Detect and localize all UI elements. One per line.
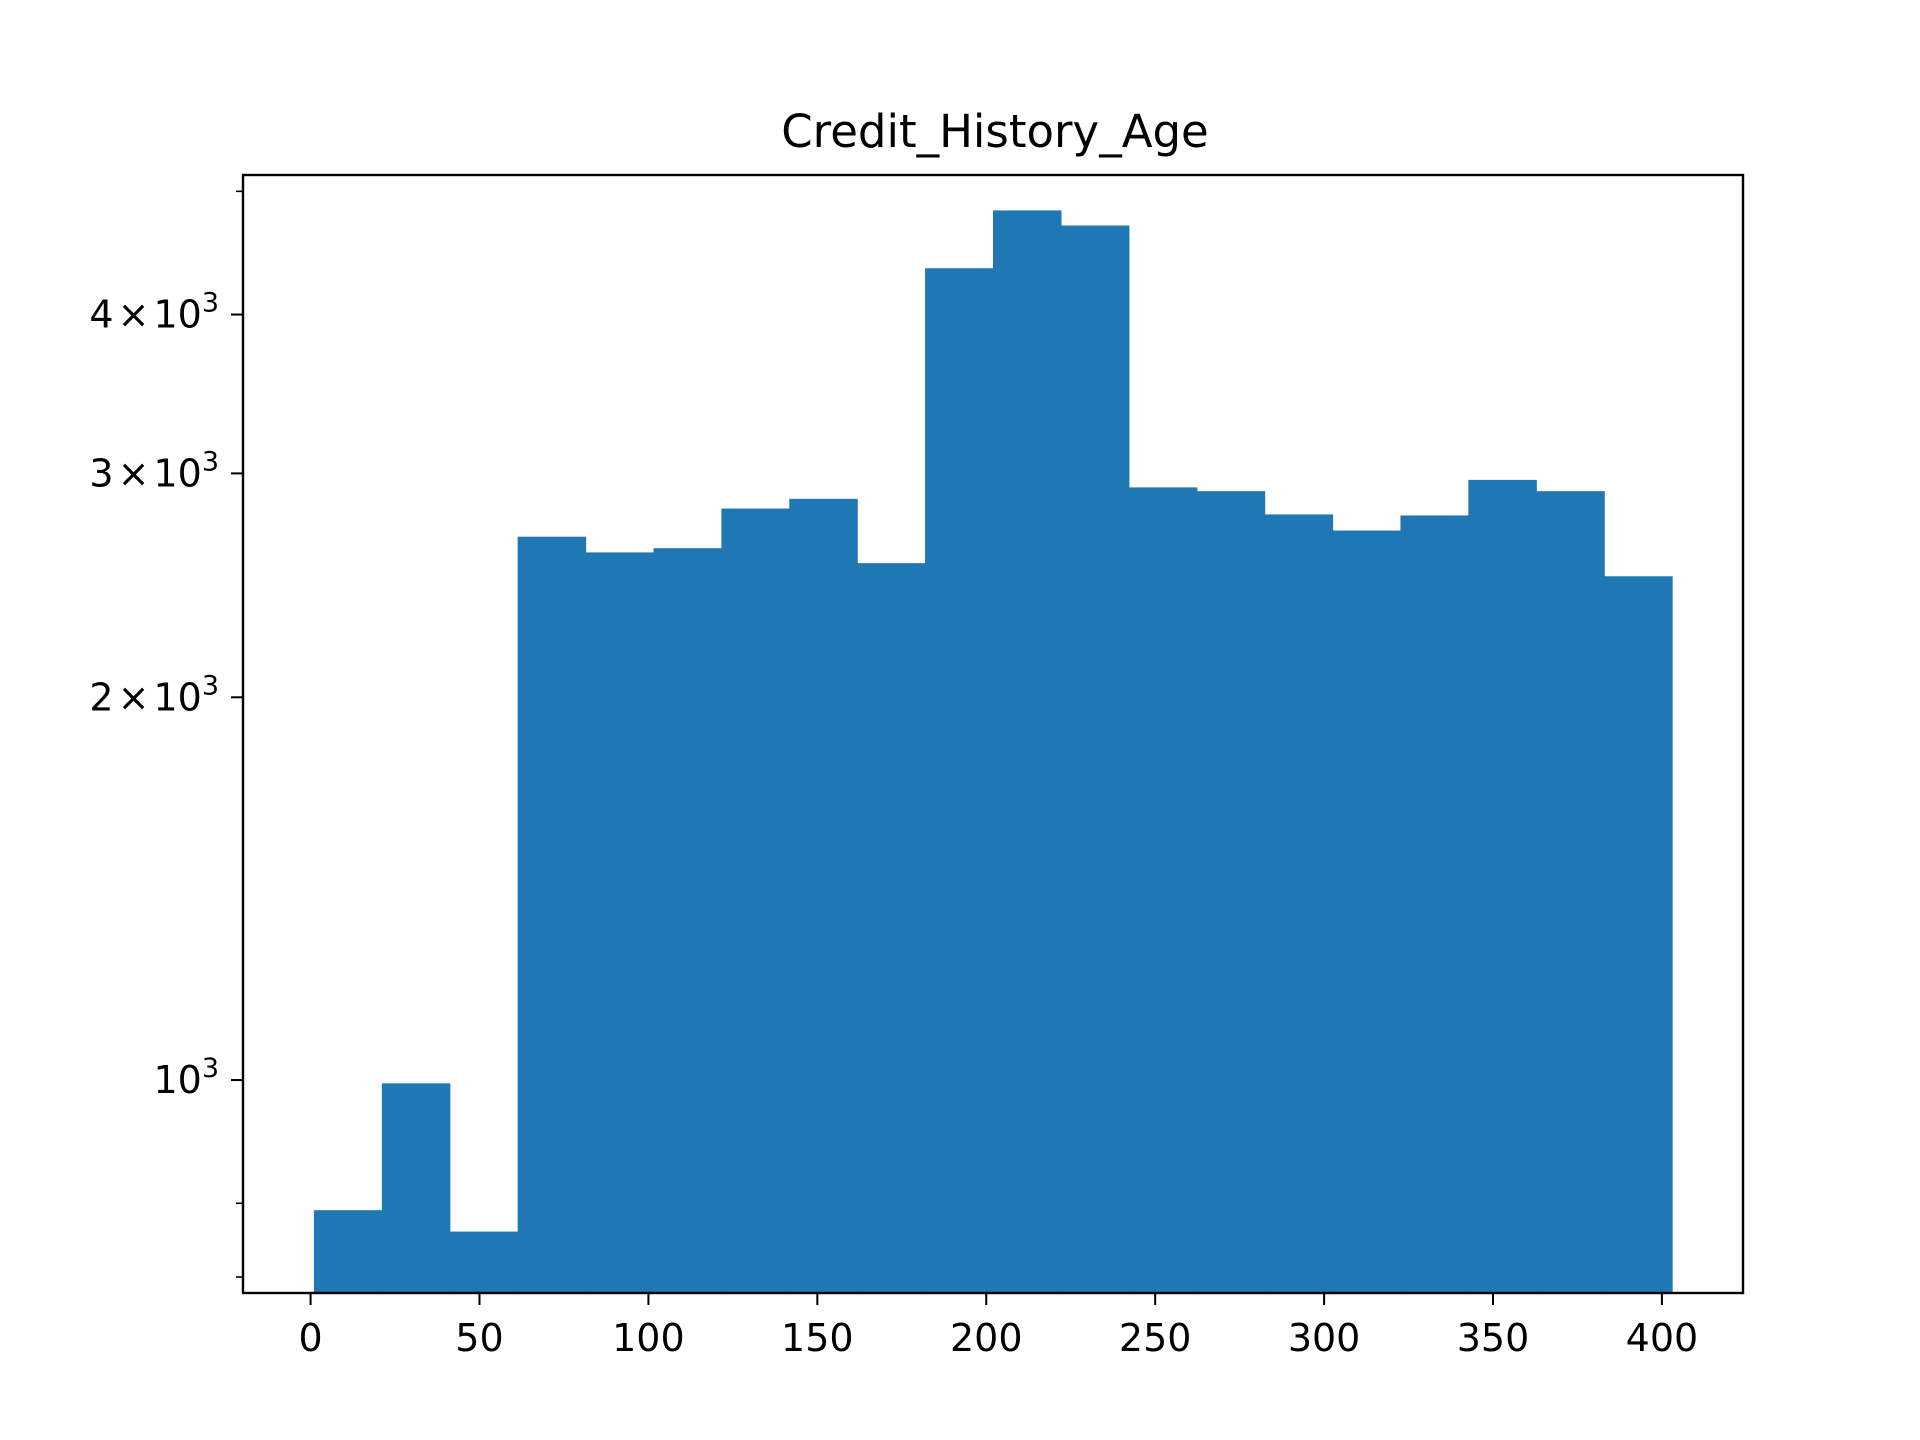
histogram-bar-15 xyxy=(1332,530,1402,1293)
histogram-bar-10 xyxy=(993,210,1062,1293)
histogram-bar-9 xyxy=(925,268,994,1294)
histogram-bar-13 xyxy=(1196,491,1266,1293)
histogram-bar-12 xyxy=(1128,487,1198,1293)
plot-frame xyxy=(241,173,1745,1295)
x-axis: 0 50 100 150 200 250 300 350 400 xyxy=(298,1293,1698,1360)
histogram-bar-0 xyxy=(313,1210,383,1293)
y-tick-exponent: 3 xyxy=(202,670,219,701)
x-tick-label: 150 xyxy=(781,1316,854,1360)
y-tick-base: 10 xyxy=(153,451,201,495)
histogram-bar-19 xyxy=(1604,576,1673,1293)
y-tick-base: 10 xyxy=(153,1058,201,1102)
bars-layer xyxy=(313,210,1673,1294)
x-tick-label: 350 xyxy=(1457,1316,1530,1360)
y-tick-mantissa: 4 xyxy=(89,293,113,337)
x-tick-label: 250 xyxy=(1119,1316,1192,1360)
x-tick-label: 0 xyxy=(298,1316,322,1360)
y-tick-mantissa: 2 xyxy=(89,675,113,719)
y-tick-exponent: 3 xyxy=(202,1053,219,1084)
y-tick-exponent: 3 xyxy=(202,446,219,477)
histogram-bar-8 xyxy=(857,563,926,1293)
histogram-bar-18 xyxy=(1536,491,1605,1293)
histogram-bar-7 xyxy=(789,498,858,1293)
x-tick-label: 50 xyxy=(455,1316,503,1360)
y-tick-label: 2 × 103 xyxy=(89,670,219,719)
histogram-bar-16 xyxy=(1400,515,1469,1293)
x-tick-label: 300 xyxy=(1288,1316,1361,1360)
y-tick-mantissa: 3 xyxy=(89,451,113,495)
y-tick-label: 103 xyxy=(153,1053,219,1102)
histogram-bar-6 xyxy=(721,508,790,1293)
y-tick-times: × xyxy=(118,675,150,719)
histogram-bar-17 xyxy=(1468,479,1537,1293)
histogram-bar-2 xyxy=(449,1231,519,1293)
histogram-bar-5 xyxy=(653,548,722,1293)
y-tick-times: × xyxy=(118,293,150,337)
histogram-bar-3 xyxy=(517,536,587,1293)
histogram-bar-11 xyxy=(1060,225,1130,1294)
y-tick-base: 10 xyxy=(153,293,201,337)
y-tick-label: 3 × 103 xyxy=(89,446,219,495)
histogram-bar-1 xyxy=(381,1083,451,1293)
x-tick-label: 200 xyxy=(950,1316,1023,1360)
y-tick-base: 10 xyxy=(153,675,201,719)
x-tick-label: 400 xyxy=(1626,1316,1699,1360)
y-tick-times: × xyxy=(118,451,150,495)
histogram-bar-4 xyxy=(585,552,655,1293)
x-tick-label: 100 xyxy=(612,1316,685,1360)
chart-title: Credit_History_Age xyxy=(781,105,1208,158)
y-tick-exponent: 3 xyxy=(202,288,219,319)
histogram-bar-14 xyxy=(1264,514,1334,1293)
y-tick-label: 4 × 103 xyxy=(89,288,219,337)
